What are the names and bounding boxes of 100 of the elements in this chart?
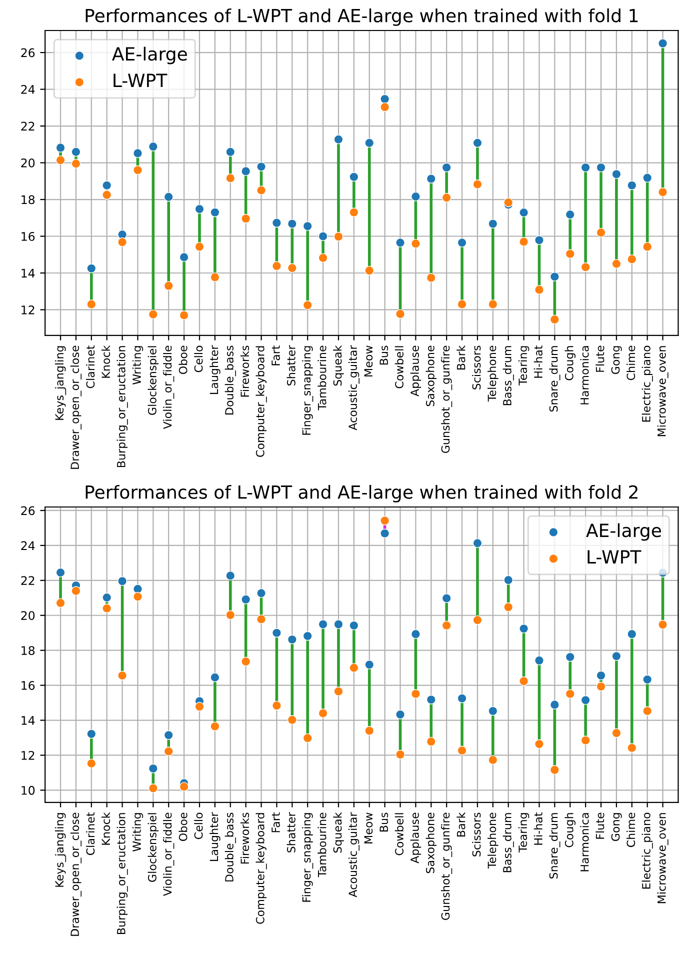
x-tick-label: Electric_piano — [642, 812, 653, 889]
y-tick-label: 20 — [21, 158, 35, 168]
x-tick-label: Hi-hat — [534, 345, 542, 378]
x-tick-label: Burping_or_eructation — [116, 346, 128, 468]
x-tick-label: Writing — [132, 813, 144, 852]
x-tick-label: Glockenspiel — [148, 346, 159, 415]
y-tick-label: 14 — [22, 716, 35, 725]
x-tick-label: Knock — [101, 812, 110, 845]
x-tick-label: Squeak — [333, 812, 344, 853]
x-tick-label: Tambourine — [318, 812, 326, 878]
chart-title: Performances of L-WPT and AE-large when trained with fold 2 — [86, 484, 638, 502]
x-tick-label: Flute — [596, 812, 604, 839]
y-tick-label: 16 — [22, 232, 35, 241]
x-tick-label: Gunshot_or_gunfire — [441, 812, 452, 920]
y-tick-label: 16 — [22, 681, 35, 690]
y-tick-label: 12 — [22, 305, 34, 314]
x-tick-label: Drawer_open_or_close — [70, 812, 82, 936]
legend-label: AE-large — [586, 523, 662, 541]
x-tick-label: Violin_or_fiddle — [163, 812, 174, 896]
x-tick-label: Finger_snapping — [302, 813, 314, 902]
x-tick-label: Meow — [364, 346, 373, 376]
x-tick-label: Chime — [626, 346, 636, 380]
x-tick-label: Clarinet — [86, 345, 95, 388]
x-tick-label: Gunshot_or_gunfire — [441, 346, 452, 453]
x-tick-label: Bus — [380, 346, 388, 365]
x-tick-label: Chime — [626, 812, 636, 848]
y-tick-label: 14 — [22, 268, 35, 278]
x-tick-label: Scissors — [472, 812, 481, 856]
x-tick-label: Applause — [410, 346, 422, 396]
x-tick-label: Harmonica — [580, 346, 589, 404]
y-tick-label: 26 — [21, 48, 35, 58]
x-tick-label: Clarinet — [86, 812, 95, 856]
legend-label: L-WPT — [114, 74, 168, 87]
x-tick-label: Cello — [194, 346, 203, 372]
y-tick-label: 12 — [22, 750, 34, 760]
x-tick-label: Double_bass — [224, 346, 236, 414]
x-tick-label: Oboe — [178, 812, 188, 841]
y-tick-label: 26 — [21, 506, 35, 516]
x-tick-label: Flute — [596, 346, 604, 372]
x-tick-label: Harmonica — [580, 813, 589, 872]
x-tick-label: Snare_drum — [549, 346, 560, 412]
x-tick-label: Writing — [132, 346, 144, 384]
x-tick-label: Violin_or_fiddle — [163, 346, 174, 430]
chart-title: Performances of L-WPT and AE-large when trained with fold 1 — [86, 8, 638, 26]
x-tick-label: Tearing — [518, 813, 530, 852]
x-tick-label: Shatter — [286, 812, 296, 852]
x-tick-label: Microwave_oven — [657, 346, 668, 436]
x-tick-label: Fireworks — [240, 346, 250, 397]
x-tick-label: Computer_keyboard — [256, 813, 267, 924]
x-tick-label: Bus — [380, 812, 388, 832]
x-tick-label: Laughter — [210, 812, 220, 861]
x-tick-label: Keys_jangling — [54, 346, 66, 420]
x-tick-label: Squeak — [333, 345, 344, 386]
x-tick-label: Oboe — [178, 346, 188, 374]
y-tick-label: 18 — [22, 646, 35, 655]
x-tick-label: Keys_jangling — [54, 813, 66, 887]
x-tick-label: Gong — [611, 813, 622, 842]
x-tick-label: Saxophone — [426, 346, 437, 406]
x-tick-label: Laughter — [210, 345, 220, 394]
x-tick-label: Saxophone — [426, 812, 437, 874]
x-tick-label: Electric_piano — [642, 346, 653, 422]
x-tick-label: Cough — [564, 813, 576, 848]
x-tick-label: Meow — [364, 812, 373, 844]
x-tick-label: Fireworks — [240, 812, 250, 864]
x-tick-label: Snare_drum — [549, 813, 560, 879]
x-tick-label: Shatter — [286, 345, 296, 386]
x-tick-label: Fart — [272, 345, 280, 366]
x-tick-label: Tambourine — [318, 346, 326, 410]
y-tick-label: 24 — [21, 541, 35, 550]
x-tick-label: Acoustic_guitar — [348, 345, 360, 430]
x-tick-label: Finger_snapping — [302, 346, 314, 435]
y-tick-label: 22 — [21, 122, 34, 131]
x-tick-label: Bass_drum — [502, 813, 514, 872]
x-tick-label: Computer_keyboard — [256, 346, 267, 457]
x-tick-label: Gong — [611, 346, 622, 374]
y-tick-label: 20 — [21, 611, 35, 620]
x-tick-label: Applause — [410, 812, 422, 864]
legend-label: L-WPT — [588, 550, 642, 564]
x-tick-label: Cough — [564, 346, 576, 380]
legend-label: AE-large — [112, 46, 187, 64]
x-tick-label: Bark — [456, 812, 466, 836]
y-tick-label: 24 — [21, 85, 35, 94]
x-tick-label: Knock — [101, 345, 110, 378]
x-tick-label: Telephone — [488, 812, 498, 869]
x-tick-label: Tearing — [518, 346, 530, 386]
x-tick-label: Fart — [272, 812, 280, 832]
x-tick-label: Burping_or_eructation — [116, 813, 128, 934]
x-tick-label: Bass_drum — [502, 346, 514, 406]
x-tick-label: Microwave_oven — [657, 813, 668, 904]
x-tick-label: Telephone — [488, 346, 498, 402]
x-tick-label: Cowbell — [394, 813, 404, 856]
x-tick-label: Double_bass — [224, 812, 236, 882]
x-tick-label: Cello — [194, 812, 203, 840]
x-tick-label: Scissors — [472, 346, 481, 390]
x-tick-label: Bark — [456, 345, 466, 370]
y-tick-label: 22 — [21, 576, 34, 585]
x-tick-label: Acoustic_guitar — [348, 812, 360, 898]
x-tick-label: Drawer_open_or_close — [70, 346, 82, 469]
x-tick-label: Glockenspiel — [148, 813, 159, 882]
y-tick-label: 10 — [22, 786, 35, 795]
